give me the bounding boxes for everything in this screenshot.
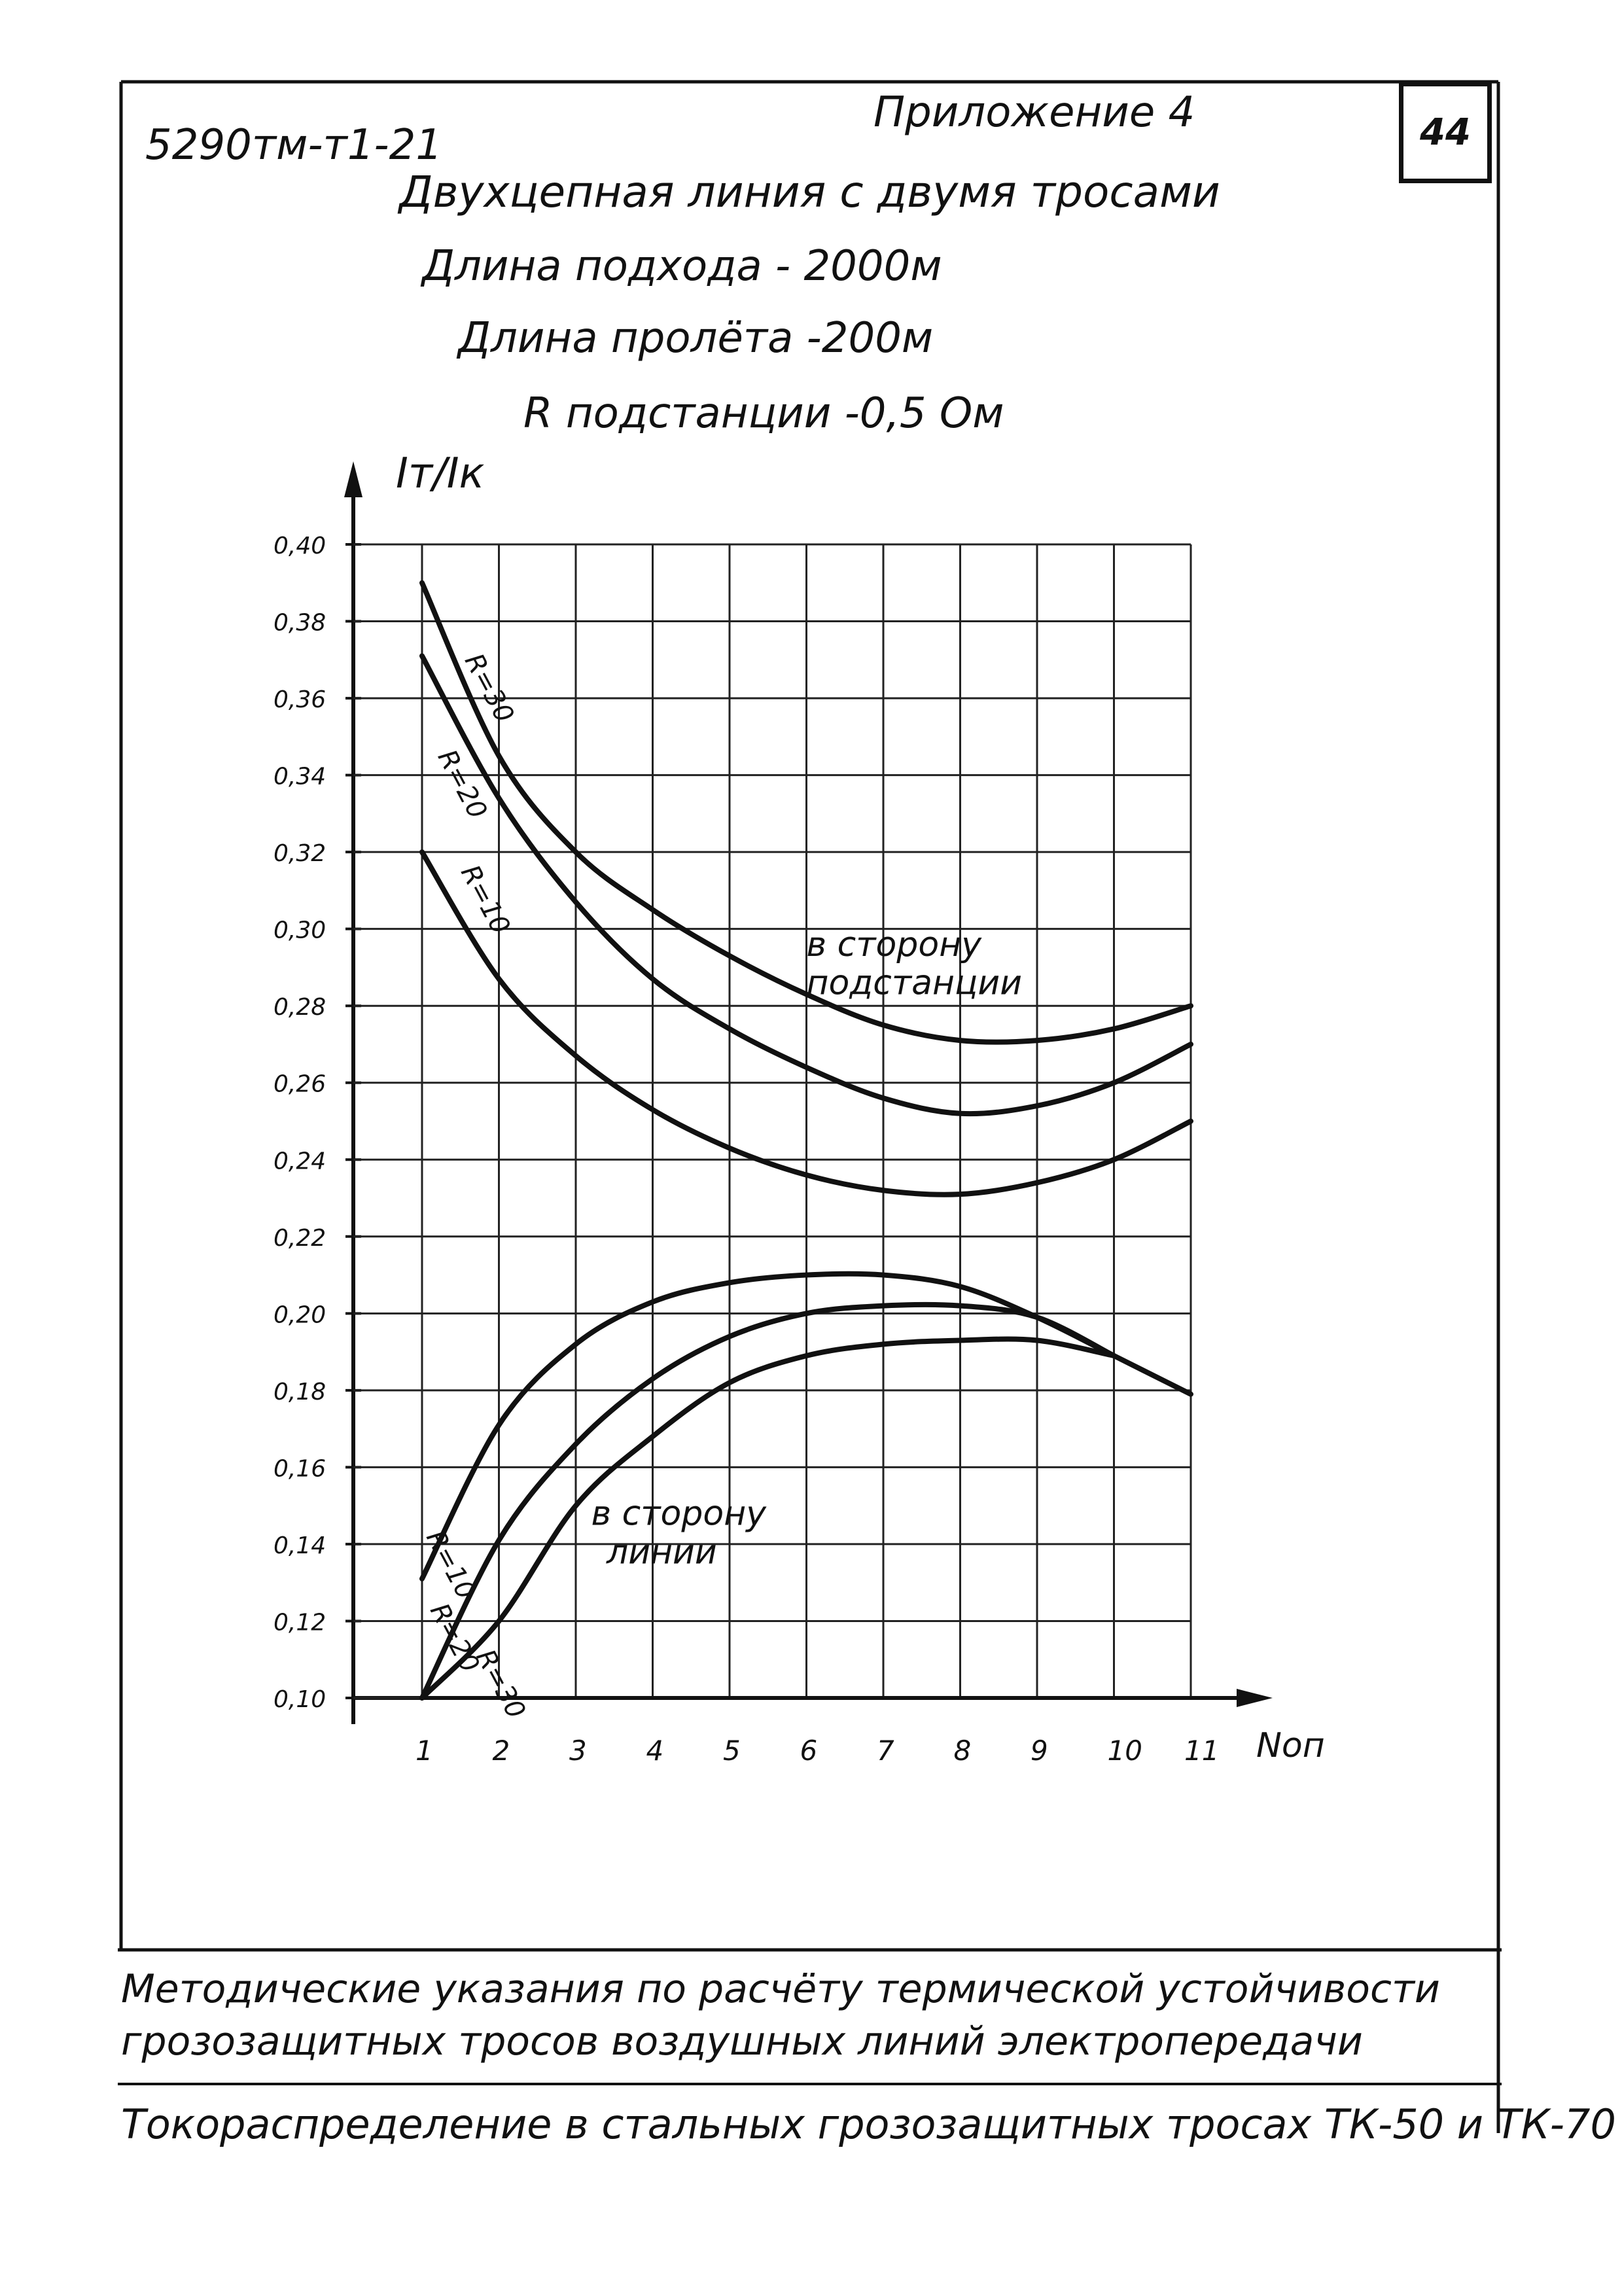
footer-line-3: Токораспределение в стальных грозозащитн… bbox=[121, 2100, 1616, 2148]
y-tick-label: 0,40 bbox=[273, 533, 326, 559]
title-line-3: Длина пролёта -200м bbox=[458, 314, 934, 362]
y-axis-arrow bbox=[344, 461, 362, 497]
series-line-0 bbox=[419, 580, 1193, 1045]
annotation-2: в сторону bbox=[591, 1494, 767, 1534]
y-tick-label: 0,14 bbox=[273, 1532, 326, 1559]
annotation-1: подстанции bbox=[807, 964, 1023, 1003]
y-tick-label: 0,24 bbox=[273, 1148, 326, 1174]
y-tick-label: 0,30 bbox=[273, 917, 326, 944]
line-chart: 0,10 0,12 0,14 0,16 0,18 0,20 0,22 0,24 0,26 0,28… bbox=[273, 450, 1325, 1767]
x-tick-label: 6 bbox=[800, 1735, 818, 1767]
series-line-1 bbox=[419, 653, 1193, 1117]
y-tick-label: 0,16 bbox=[273, 1455, 326, 1482]
series-label-1: R=20 bbox=[432, 745, 493, 824]
y-tick-label: 0,10 bbox=[273, 1686, 326, 1713]
appendix-label: Приложение 4 bbox=[873, 88, 1195, 137]
x-tick-label: 7 bbox=[877, 1735, 894, 1767]
x-tick-label: 2 bbox=[493, 1735, 510, 1767]
series-line-4 bbox=[419, 1301, 1117, 1701]
x-axis-label: Nоп bbox=[1256, 1726, 1325, 1765]
y-tick-label: 0,20 bbox=[273, 1301, 326, 1328]
series-line-2 bbox=[419, 849, 1193, 1197]
y-tick-label: 0,28 bbox=[273, 994, 326, 1021]
y-tick-label: 0,38 bbox=[273, 610, 326, 637]
y-tick-label: 0,18 bbox=[273, 1379, 326, 1405]
x-tick-label: 4 bbox=[646, 1735, 664, 1767]
series-label-5: R=30 bbox=[470, 1644, 531, 1723]
title-line-4: R подстанции -0,5 Ом bbox=[523, 389, 1004, 438]
y-tick-label: 0,34 bbox=[273, 764, 326, 790]
x-axis-arrow bbox=[1237, 1689, 1273, 1707]
title-line-1: Двухцепная линия с двумя тросами bbox=[399, 167, 1220, 217]
x-tick-label: 3 bbox=[569, 1735, 587, 1767]
page-number: 44 bbox=[1399, 82, 1492, 183]
x-tick-label: 1 bbox=[415, 1735, 433, 1767]
y-tick-label: 0,22 bbox=[273, 1225, 326, 1252]
x-tick-label: 11 bbox=[1184, 1735, 1219, 1767]
footer-line-1: Методические указания по расчёту термиче… bbox=[121, 1966, 1440, 2012]
x-tick-label: 8 bbox=[954, 1735, 972, 1767]
annotation-0: в сторону bbox=[807, 925, 983, 964]
x-tick-label: 5 bbox=[723, 1735, 741, 1767]
y-axis-label: Iт/Iк bbox=[396, 450, 485, 498]
y-tick-label: 0,26 bbox=[273, 1071, 326, 1098]
y-tick-label: 0,12 bbox=[273, 1609, 326, 1636]
y-tick-label: 0,32 bbox=[273, 840, 326, 867]
x-tick-label: 10 bbox=[1108, 1735, 1142, 1767]
x-tick-label: 9 bbox=[1031, 1735, 1048, 1767]
document-code: 5290тм-т1-21 bbox=[145, 121, 443, 169]
annotation-3: линии bbox=[606, 1532, 717, 1572]
title-line-2: Длина подхода - 2000м bbox=[422, 242, 942, 291]
footer-line-2: грозозащитных тросов воздушных линий эле… bbox=[121, 2019, 1363, 2064]
series-line-5 bbox=[419, 1336, 1117, 1701]
y-tick-label: 0,36 bbox=[273, 686, 326, 713]
